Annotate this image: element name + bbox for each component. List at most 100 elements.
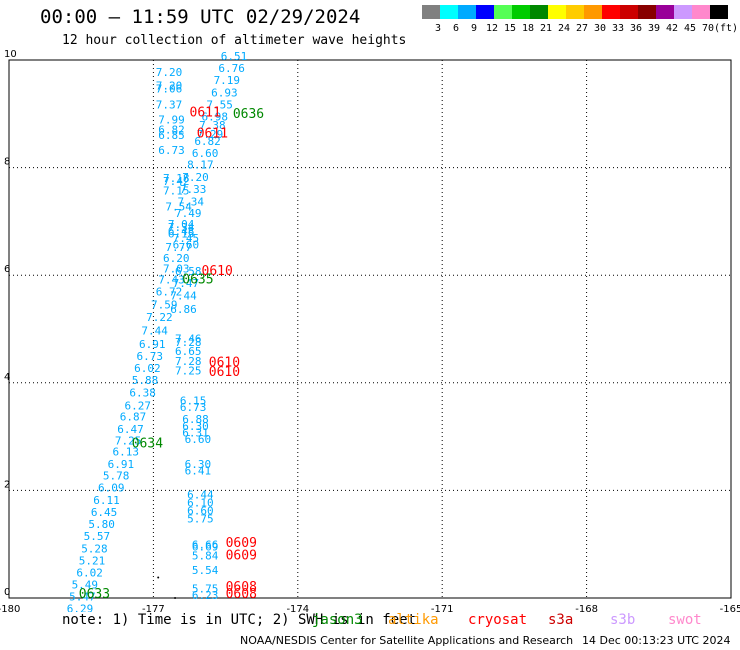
wave-height-value: 6.73 bbox=[137, 350, 164, 363]
wave-height-value: 6.73 bbox=[158, 144, 185, 157]
wave-height-value: 5.80 bbox=[88, 518, 115, 531]
wave-height-value: 7.18 bbox=[163, 172, 190, 185]
wave-height-value: 7.55 bbox=[206, 98, 233, 111]
wave-height-value: 6.58 bbox=[175, 265, 202, 278]
wave-height-value: 7.38 bbox=[199, 119, 226, 132]
y-tick-label: 4 bbox=[4, 372, 10, 383]
color-swatch bbox=[476, 5, 494, 19]
color-swatch bbox=[656, 5, 674, 19]
legend-s3b: s3b bbox=[610, 612, 636, 628]
wave-height-value: 6.93 bbox=[211, 87, 238, 100]
wave-height-value: 7.19 bbox=[214, 74, 241, 87]
color-swatch bbox=[458, 5, 476, 19]
color-swatch bbox=[566, 5, 584, 19]
color-swatch bbox=[548, 5, 566, 19]
color-scale-label: 33 bbox=[612, 23, 624, 34]
track-dot bbox=[174, 597, 177, 599]
wave-height-value: 6.87 bbox=[120, 410, 147, 423]
wave-height-value: 7.44 bbox=[170, 289, 197, 302]
pass-time-label: 0609 bbox=[226, 536, 257, 551]
x-tick-label: -180 bbox=[0, 604, 20, 612]
wave-height-value: 7.99 bbox=[158, 113, 185, 126]
color-swatch bbox=[494, 5, 512, 19]
wave-height-value: 6.11 bbox=[93, 494, 120, 507]
wave-height-value: 7.15 bbox=[163, 185, 190, 198]
footer-note: note: 1) Time is in UTC; 2) SWH is in fe… bbox=[62, 612, 417, 628]
legend-jason3: jason3 bbox=[312, 612, 363, 628]
color-scale-label: 45 bbox=[684, 23, 696, 34]
page-title: 00:00 — 11:59 UTC 02/29/2024 bbox=[40, 6, 361, 28]
pass-time-label: 0608 bbox=[226, 587, 257, 602]
pass-time-label: 0611 bbox=[197, 126, 228, 141]
wave-height-value: 6.30 bbox=[182, 420, 209, 433]
credit-line: NOAA/NESDIS Center for Satellite Applica… bbox=[240, 634, 574, 647]
wave-height-value: 7.34 bbox=[177, 195, 204, 208]
color-scale-label: 3 bbox=[435, 23, 441, 34]
wave-height-value: 7.20 bbox=[156, 80, 183, 93]
color-scale-label: 42 bbox=[666, 23, 678, 34]
wave-height-value: 5.78 bbox=[103, 470, 130, 483]
wave-height-value: 6.47 bbox=[117, 423, 144, 436]
color-swatch bbox=[584, 5, 602, 19]
wave-height-value: 6.73 bbox=[180, 401, 207, 414]
wave-height-value: 6.69 bbox=[192, 541, 219, 554]
color-scale-label: 36 bbox=[630, 23, 642, 34]
color-scale-label: 9 bbox=[471, 23, 477, 34]
wave-height-value: 6.82 bbox=[194, 135, 221, 148]
pass-time-label: 0636 bbox=[233, 107, 264, 122]
color-scale-label: 24 bbox=[558, 23, 570, 34]
wave-height-value: 5.84 bbox=[192, 549, 219, 562]
wave-height-value: 6.60 bbox=[173, 238, 200, 251]
wave-height-value: 6.60 bbox=[192, 147, 219, 160]
y-tick-label: 0 bbox=[4, 587, 10, 598]
wave-height-value: 6.09 bbox=[98, 481, 125, 494]
wave-height-value: 5.75 bbox=[187, 513, 214, 526]
wave-height-value: 6.86 bbox=[170, 303, 197, 316]
wave-height-value: 6.44 bbox=[187, 488, 214, 501]
wave-height-value: 7.54 bbox=[165, 201, 192, 214]
wave-height-value: 5.75 bbox=[192, 583, 219, 596]
wave-height-value: 5.28 bbox=[81, 542, 108, 555]
plot-frame bbox=[8, 59, 732, 599]
legend-altika: altika bbox=[388, 612, 439, 628]
wave-height-value: 6.48 bbox=[168, 225, 195, 238]
color-scale-label: 12 bbox=[486, 23, 498, 34]
x-tick-label: -177 bbox=[142, 604, 165, 612]
wave-height-value: 7.44 bbox=[141, 324, 168, 337]
wave-height-value: 6.65 bbox=[175, 345, 202, 358]
y-tick-label: 10 bbox=[4, 49, 17, 60]
color-scale-label: 21 bbox=[540, 23, 552, 34]
chart-subtitle: 12 hour collection of altimeter wave hei… bbox=[62, 33, 407, 48]
color-swatch bbox=[638, 5, 656, 19]
pass-time-label: 0610 bbox=[209, 356, 240, 371]
wave-height-value: 6.02 bbox=[76, 566, 103, 579]
x-tick-label: -168 bbox=[575, 604, 598, 612]
wave-height-value: 6.60 bbox=[185, 433, 212, 446]
wave-height-value: 5.54 bbox=[192, 564, 219, 577]
wave-height-value: 7.37 bbox=[156, 98, 183, 111]
wave-height-value: 6.76 bbox=[218, 62, 245, 75]
wave-height-value: 7.25 bbox=[115, 435, 142, 448]
wave-height-value: 7.45 bbox=[173, 232, 200, 245]
pass-time-label: 0610 bbox=[202, 264, 233, 279]
wave-height-value: 7.20 bbox=[182, 171, 209, 184]
y-tick-label: 2 bbox=[4, 479, 10, 490]
wave-height-value: 6.60 bbox=[187, 505, 214, 518]
color-scale-label: 18 bbox=[522, 23, 534, 34]
wave-height-value: 5.57 bbox=[84, 530, 111, 543]
wave-height-value: 6.41 bbox=[185, 464, 212, 477]
pass-time-label: 0633 bbox=[79, 587, 110, 602]
wave-height-value: 7.25 bbox=[175, 365, 202, 378]
wave-height-value: 6.29 bbox=[67, 603, 94, 612]
wave-height-value: 7.77 bbox=[165, 241, 192, 254]
wave-height-value: 6.20 bbox=[163, 252, 190, 265]
x-tick-label: -165 bbox=[720, 604, 740, 612]
wave-height-value: 6.82 bbox=[158, 124, 185, 137]
wave-height-value: 8.17 bbox=[187, 159, 214, 172]
wave-height-value: 6.91 bbox=[139, 338, 166, 351]
wave-height-value: 7.28 bbox=[175, 336, 202, 349]
color-swatch bbox=[422, 5, 440, 19]
pass-time-label: 0609 bbox=[226, 548, 257, 563]
wave-height-value: 6.27 bbox=[125, 400, 151, 413]
pass-time-label: 0610 bbox=[209, 365, 240, 380]
